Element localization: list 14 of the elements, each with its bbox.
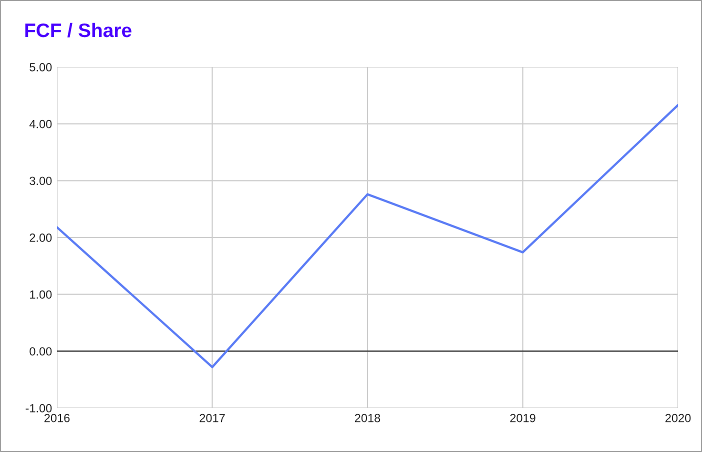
x-tick-label: 2020 bbox=[665, 414, 691, 422]
x-tick-label: 2016 bbox=[44, 414, 70, 422]
y-tick-label: 4.00 bbox=[29, 120, 52, 128]
line-series bbox=[57, 104, 678, 368]
x-tick-label: 2018 bbox=[354, 414, 380, 422]
y-tick-label: 3.00 bbox=[30, 176, 52, 186]
y-tick-label: 5.00 bbox=[30, 63, 52, 72]
x-tick-label: 2019 bbox=[510, 414, 536, 422]
y-tick-label: 1.00 bbox=[30, 290, 52, 299]
y-tick-label: -1.00 bbox=[26, 404, 52, 412]
x-tick-label: 2017 bbox=[200, 414, 225, 422]
y-tick-label: 0.00 bbox=[30, 347, 52, 356]
chart-title: FCF / Share bbox=[25, 22, 132, 38]
y-tick-label: 2.00 bbox=[30, 234, 52, 242]
